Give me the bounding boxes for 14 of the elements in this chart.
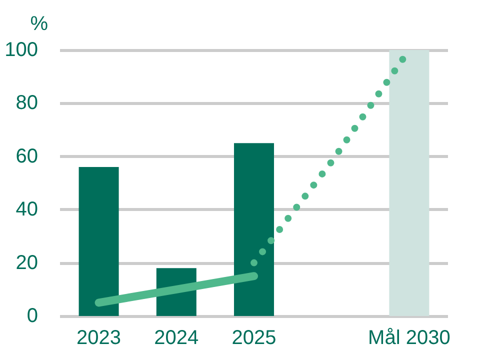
y-tick-label: 20	[16, 252, 38, 274]
bar	[78, 167, 119, 316]
x-tick-label: Mål 2030	[368, 327, 450, 349]
y-axis-title: %	[30, 13, 48, 35]
x-tick-label: 2023	[76, 327, 122, 349]
bar	[234, 143, 274, 316]
y-tick-label: 40	[16, 198, 38, 221]
y-tick-label: 80	[16, 92, 38, 114]
y-tick-label: 60	[16, 145, 38, 168]
x-tick-label: 2025	[232, 327, 276, 349]
x-tick-label: 2024	[154, 327, 199, 349]
y-tick-label: 100	[4, 39, 38, 61]
bar	[389, 50, 430, 316]
y-tick-label: 0	[26, 305, 38, 327]
